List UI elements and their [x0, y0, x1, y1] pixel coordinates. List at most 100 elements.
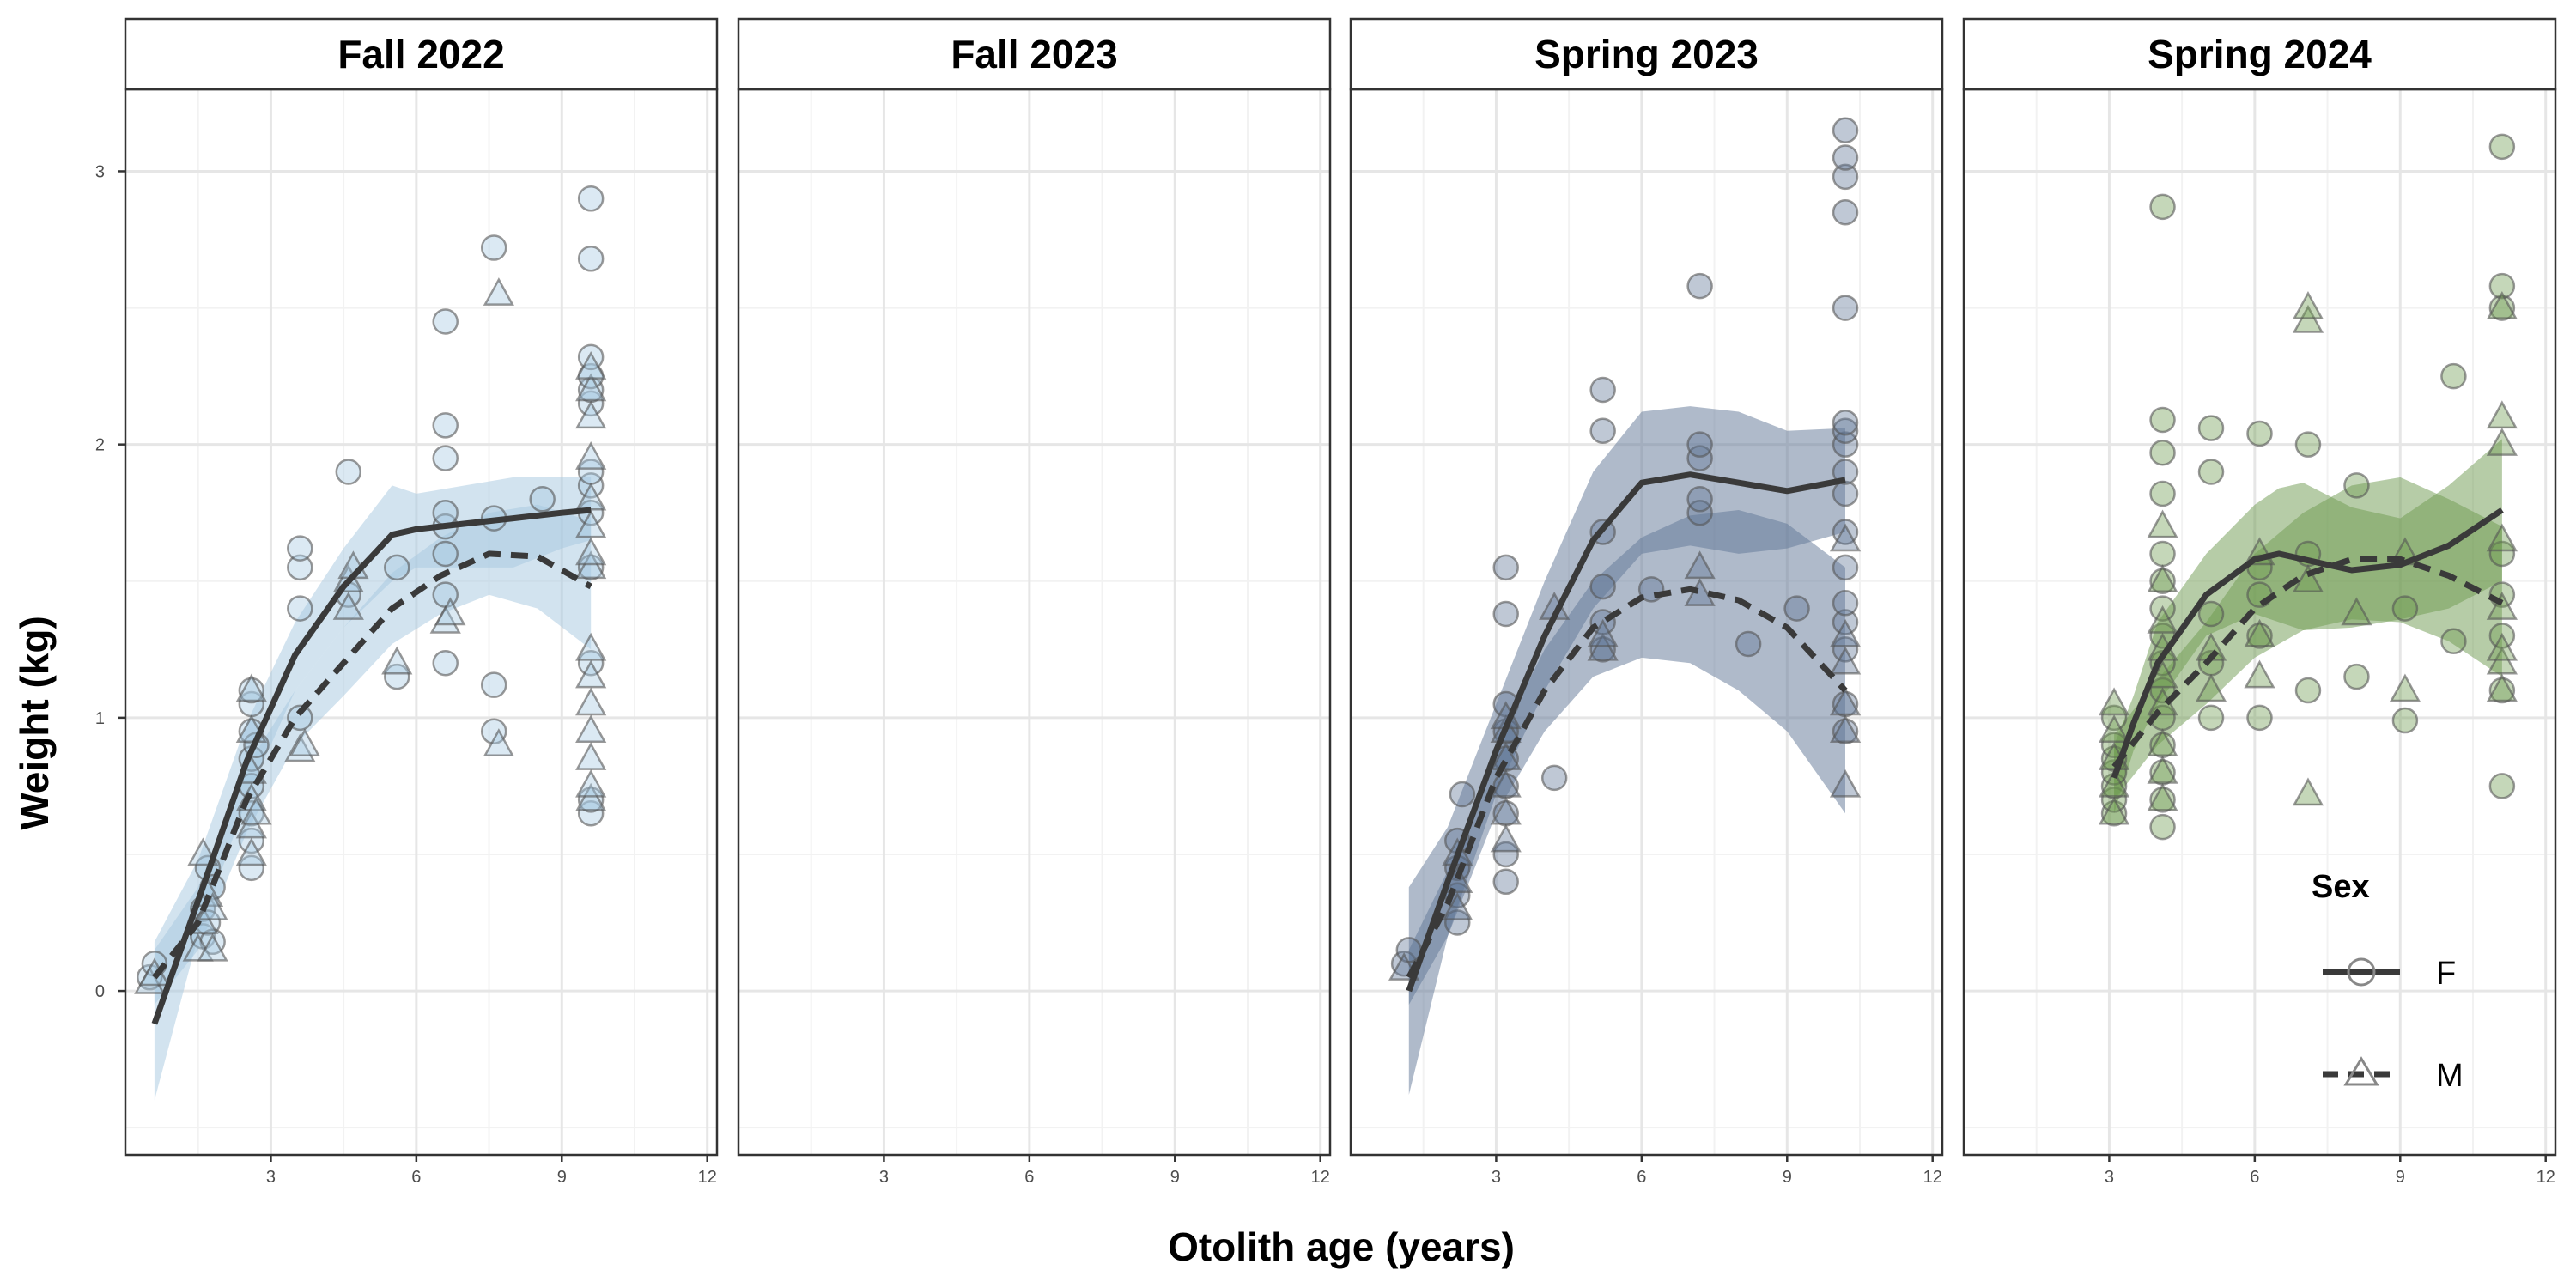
data-point-m: [575, 659, 607, 689]
data-point-f: [1589, 417, 1616, 445]
data-point-f: [1449, 781, 1476, 808]
data-point-f: [1686, 431, 1713, 458]
data-point-f: [2294, 431, 2322, 458]
data-point-m: [575, 769, 607, 798]
data-point-f: [1686, 499, 1713, 526]
x-tick-label: 3: [2105, 1168, 2114, 1187]
data-point-m: [2098, 796, 2130, 825]
data-point-f: [1492, 554, 1519, 581]
data-point-f: [384, 554, 410, 581]
data-point-f: [1492, 600, 1519, 628]
data-point-m: [1490, 796, 1522, 825]
data-point-f: [1832, 198, 1859, 226]
x-tick-label: 9: [1783, 1168, 1792, 1187]
data-point-f: [2343, 472, 2370, 499]
legend-title: Sex: [2312, 869, 2370, 905]
data-point-f: [238, 677, 265, 704]
data-point-m: [1442, 892, 1473, 920]
data-point-f: [2197, 704, 2225, 732]
data-point-m: [1490, 823, 1522, 853]
data-point-f: [480, 234, 507, 261]
data-point-m: [2486, 290, 2518, 319]
data-point-m: [575, 440, 607, 470]
x-tick-label: 9: [1170, 1168, 1180, 1187]
data-point-f: [577, 787, 605, 813]
data-point-m: [575, 550, 607, 580]
data-point-f: [335, 459, 362, 485]
legend: Sex F M: [2312, 869, 2464, 1094]
strip-label-spring-2023: Spring 2023: [1534, 32, 1759, 76]
x-tick-label: 12: [698, 1168, 717, 1187]
data-point-f: [529, 486, 556, 513]
x-tick-label: 12: [2537, 1168, 2555, 1187]
data-point-m: [2244, 659, 2275, 689]
data-point-f: [1832, 459, 1859, 485]
data-point-f: [1540, 764, 1568, 792]
facet-panels: Fall 2022 3 6 9 12 Fall 2023 3 6 9 12 Spring 2023 3…: [124, 17, 2557, 1187]
legend-key-f-circle: [2347, 957, 2376, 987]
strip-header: [737, 17, 1332, 91]
strip-label-fall-2022: Fall 2022: [337, 32, 504, 76]
legend-label-m: M: [2436, 1058, 2464, 1094]
strip-header: [124, 17, 719, 91]
data-point-f: [480, 718, 507, 745]
data-point-f: [2440, 362, 2467, 390]
data-point-f: [432, 581, 459, 608]
data-point-m: [1490, 742, 1522, 770]
strip-header: [1349, 17, 1944, 91]
data-point-m: [2486, 646, 2518, 675]
data-point-m: [1684, 550, 1716, 580]
data-point-f: [2149, 568, 2176, 595]
data-point-m: [2147, 509, 2178, 538]
data-point-f: [432, 499, 459, 526]
data-point-f: [480, 671, 507, 698]
data-point-f: [1832, 117, 1859, 143]
data-point-m: [2147, 782, 2178, 811]
data-point-f: [1832, 295, 1859, 321]
x-tick-label: 3: [879, 1168, 889, 1187]
data-point-f: [1832, 480, 1859, 507]
data-point-m: [483, 277, 514, 306]
data-point-m: [332, 592, 364, 620]
panel-spring-2023: Spring 2023 3 6 9 12: [1349, 17, 1944, 1187]
data-point-f: [2100, 799, 2128, 827]
data-point-m: [575, 782, 607, 811]
y-tick-label: 2: [95, 436, 105, 455]
data-point-m: [2098, 687, 2130, 716]
data-point-m: [1829, 769, 1862, 798]
data-point-f: [432, 412, 459, 439]
data-point-f: [2488, 272, 2516, 300]
data-point-f: [577, 185, 605, 212]
data-point-f: [2440, 628, 2467, 655]
data-point-f: [1735, 630, 1762, 658]
data-point-f: [1832, 554, 1859, 581]
panel-fall-2022: Fall 2022 3 6 9 12: [124, 17, 719, 1187]
data-point-m: [2292, 304, 2324, 333]
data-point-f: [432, 540, 459, 568]
x-tick-label: 6: [2250, 1168, 2259, 1187]
legend-key-m-triangle: [2343, 1056, 2379, 1086]
data-point-f: [2488, 540, 2516, 568]
data-point-f: [1686, 445, 1713, 471]
data-point-m: [575, 509, 607, 538]
x-tick-label: 6: [1024, 1168, 1034, 1187]
data-point-f: [2391, 595, 2419, 622]
data-point-f: [2197, 459, 2225, 485]
data-point-m: [575, 714, 607, 744]
data-point-m: [1587, 618, 1619, 647]
data-point-f: [2197, 600, 2225, 628]
data-point-f: [1492, 868, 1519, 896]
data-point-f: [2149, 480, 2176, 507]
data-point-f: [2149, 540, 2176, 568]
x-tick-label: 6: [1637, 1168, 1646, 1187]
data-point-m: [483, 728, 514, 756]
data-point-m: [1490, 769, 1522, 798]
data-point-m: [575, 687, 607, 716]
x-tick-label: 9: [557, 1168, 567, 1187]
fit-line-m: [2111, 556, 2504, 769]
y-axis-title: Weight (kg): [12, 616, 57, 830]
data-point-m: [2486, 400, 2518, 429]
data-point-m: [575, 373, 607, 402]
data-point-f: [2246, 420, 2273, 447]
